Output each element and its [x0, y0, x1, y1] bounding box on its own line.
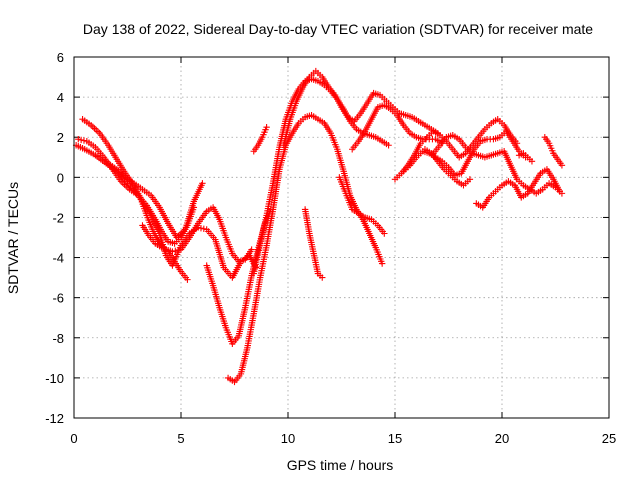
series-track-1 — [72, 142, 260, 281]
series-track-13 — [349, 101, 446, 153]
y-tick-label: 2 — [57, 130, 64, 145]
y-tick-label: 4 — [57, 90, 64, 105]
series-track-9 — [280, 67, 441, 149]
x-axis-label: GPS time / hours — [287, 457, 394, 473]
series-track-16 — [421, 146, 474, 189]
x-tick-label: 5 — [177, 431, 184, 446]
data-point — [248, 246, 255, 253]
y-tick-label: -12 — [45, 411, 64, 426]
x-tick-label: 10 — [281, 431, 295, 446]
y-tick-label: -6 — [52, 291, 64, 306]
y-tick-label: -4 — [52, 251, 64, 266]
y-tick-label: -2 — [52, 210, 64, 225]
x-tick-label: 15 — [388, 431, 402, 446]
data-point — [558, 162, 566, 169]
y-tick-label: 0 — [57, 170, 64, 185]
plot-frame — [73, 56, 610, 419]
data-point — [528, 158, 536, 165]
series-track-17 — [430, 132, 566, 197]
chart-title: Day 138 of 2022, Sidereal Day-to-day VTE… — [83, 21, 593, 37]
data-point-interp — [174, 247, 182, 254]
series-track-5 — [139, 222, 191, 283]
data-points — [72, 67, 566, 386]
x-tick-label: 0 — [70, 431, 77, 446]
series-track-10 — [301, 206, 326, 281]
data-point — [556, 188, 563, 195]
data-point-interp — [197, 224, 205, 232]
series-track-12 — [336, 174, 388, 237]
series-track-7 — [224, 111, 386, 386]
data-point-interp — [80, 137, 88, 144]
data-point — [319, 274, 326, 281]
grid-lines — [74, 57, 609, 418]
data-point — [199, 180, 206, 187]
data-point — [378, 260, 386, 267]
series-track-18 — [473, 166, 563, 211]
data-point-interp — [77, 136, 85, 144]
y-axis-ticks: -12 -10 -8 -6 -4 -2 0 2 4 6 — [45, 50, 609, 426]
x-axis-ticks: 0 5 10 15 20 25 — [70, 57, 616, 446]
series-track-14 — [391, 115, 521, 183]
data-point — [385, 142, 392, 149]
data-point — [184, 276, 191, 283]
data-point-interp — [200, 225, 208, 233]
data-point — [466, 176, 474, 183]
y-axis-label: SDTVAR / TECUs — [5, 182, 21, 294]
series-track-20 — [515, 150, 536, 165]
y-tick-label: -8 — [52, 331, 64, 346]
series-track-8 — [250, 75, 392, 277]
series-track-19 — [541, 134, 566, 169]
y-tick-label: 6 — [57, 50, 64, 65]
x-tick-label: 20 — [495, 431, 509, 446]
data-point — [263, 123, 270, 131]
series-track-11 — [250, 123, 270, 155]
x-tick-label: 25 — [602, 431, 616, 446]
data-point — [75, 136, 82, 143]
data-point — [381, 230, 388, 237]
y-tick-label: -10 — [45, 371, 64, 386]
series-track-4 — [105, 160, 206, 241]
data-point-interp — [172, 247, 179, 255]
